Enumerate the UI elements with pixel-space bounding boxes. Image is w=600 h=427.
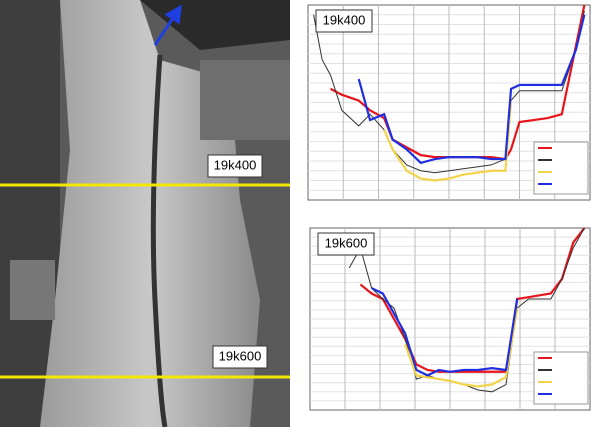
chart-label: 19k400 xyxy=(323,12,366,27)
page: 19k400 19k600 19k400 19k600 xyxy=(0,0,600,427)
chart-label: 19k600 xyxy=(325,235,368,250)
legend xyxy=(534,352,588,404)
legend xyxy=(534,142,588,194)
section-label: 19k600 xyxy=(219,348,262,363)
aerial-photo: 19k400 19k600 xyxy=(0,0,290,427)
section-label: 19k400 xyxy=(214,157,257,172)
